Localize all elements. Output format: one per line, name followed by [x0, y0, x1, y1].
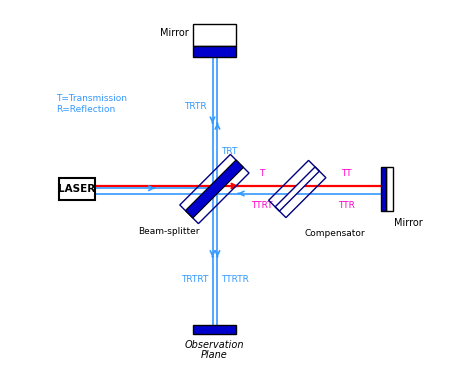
Polygon shape — [185, 160, 244, 218]
Text: Compensator: Compensator — [305, 229, 365, 237]
Text: R=Reflection: R=Reflection — [56, 105, 116, 115]
Text: TTRT: TTRT — [251, 201, 272, 210]
Text: TTR: TTR — [338, 201, 355, 210]
Text: LASER: LASER — [58, 184, 96, 194]
Bar — [386, 167, 392, 211]
Bar — [193, 24, 236, 46]
Text: T=Transmission: T=Transmission — [56, 94, 127, 103]
Text: Mirror: Mirror — [160, 28, 189, 38]
Bar — [193, 46, 236, 57]
Bar — [59, 178, 95, 200]
Text: TT: TT — [341, 169, 352, 178]
Text: Observation: Observation — [185, 340, 244, 350]
Text: Beam-splitter: Beam-splitter — [138, 227, 200, 235]
Polygon shape — [275, 167, 319, 211]
Text: TTRTR: TTRTR — [221, 275, 249, 284]
Text: TRT: TRT — [221, 147, 237, 156]
Bar — [381, 167, 386, 211]
Text: TRTRT: TRTRT — [182, 275, 209, 284]
Text: Mirror: Mirror — [394, 218, 423, 228]
Text: Plane: Plane — [201, 350, 228, 360]
Text: T: T — [259, 169, 264, 178]
Text: TRTR: TRTR — [184, 102, 207, 111]
Bar — [193, 325, 236, 334]
